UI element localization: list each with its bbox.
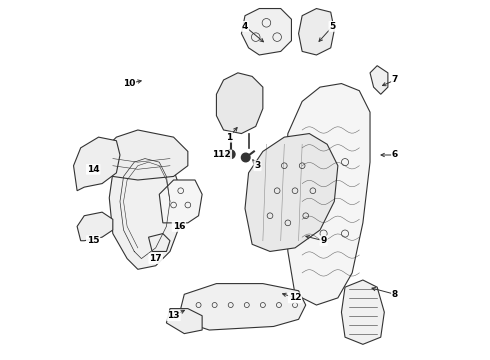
Polygon shape: [148, 234, 170, 251]
Circle shape: [226, 150, 235, 158]
Polygon shape: [74, 137, 120, 191]
Polygon shape: [242, 9, 292, 55]
Text: 7: 7: [392, 76, 398, 85]
Polygon shape: [181, 284, 306, 330]
Polygon shape: [245, 134, 338, 251]
Text: 112: 112: [212, 150, 231, 159]
Text: 14: 14: [87, 165, 99, 174]
Polygon shape: [109, 144, 181, 269]
Polygon shape: [284, 84, 370, 305]
Text: 6: 6: [392, 150, 398, 159]
Text: 12: 12: [289, 293, 301, 302]
Polygon shape: [342, 280, 384, 344]
Polygon shape: [370, 66, 388, 94]
Text: 13: 13: [167, 311, 180, 320]
Polygon shape: [298, 9, 334, 55]
Text: 3: 3: [254, 161, 261, 170]
Text: 9: 9: [320, 236, 327, 245]
Polygon shape: [217, 73, 263, 134]
Text: 1: 1: [226, 132, 232, 141]
Text: 10: 10: [122, 79, 135, 88]
Text: 5: 5: [329, 22, 336, 31]
Circle shape: [242, 153, 250, 162]
Text: 4: 4: [242, 22, 248, 31]
Polygon shape: [167, 309, 202, 334]
Text: 16: 16: [172, 222, 185, 231]
Polygon shape: [77, 212, 113, 241]
Polygon shape: [159, 180, 202, 223]
Text: 8: 8: [392, 290, 398, 299]
Text: 15: 15: [87, 236, 99, 245]
Text: 17: 17: [149, 254, 162, 263]
Polygon shape: [102, 130, 188, 180]
